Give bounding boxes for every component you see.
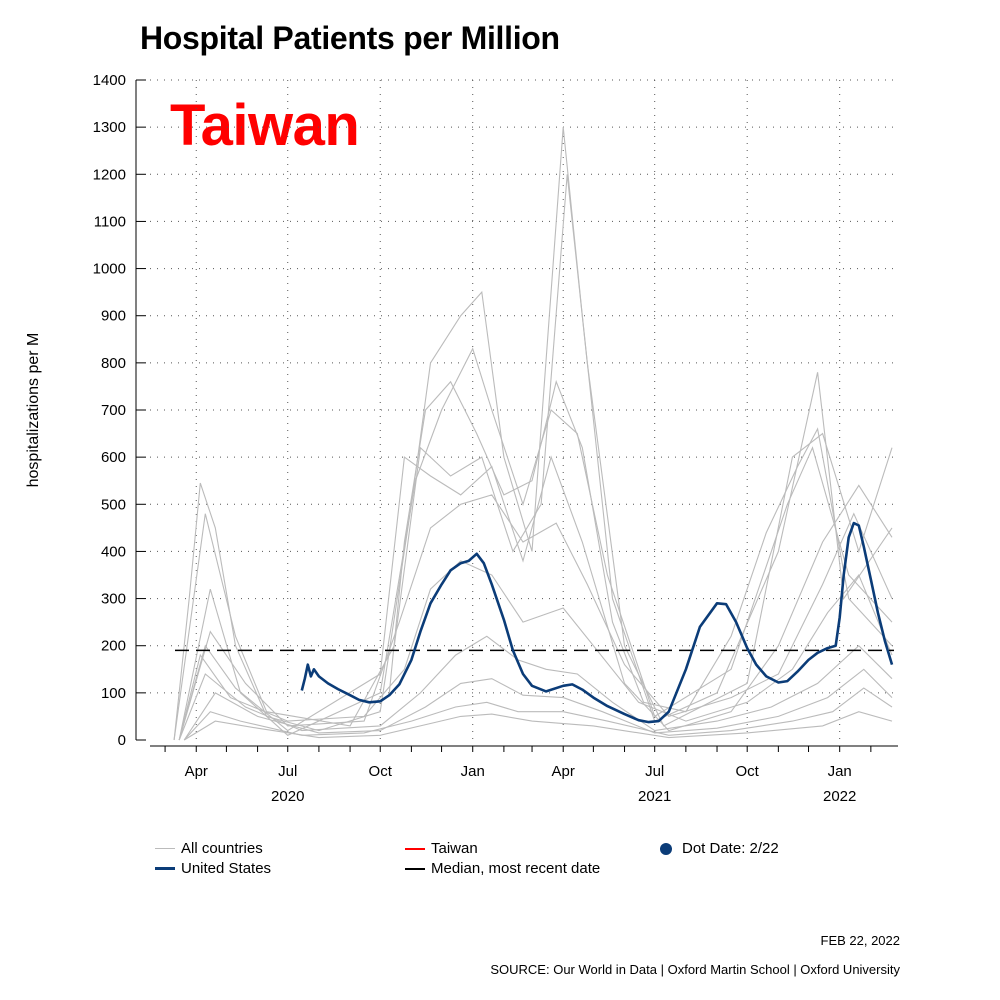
legend-swatch-grey	[155, 848, 175, 849]
all-countries-series-line	[178, 494, 893, 741]
y-tick-label: 1100	[94, 213, 126, 230]
chart-title: Hospital Patients per Million	[140, 20, 560, 56]
country-label: Taiwan	[170, 93, 360, 158]
legend-dot-icon	[660, 842, 672, 855]
all-countries-series-line	[178, 347, 893, 741]
x-tick-label: Apr	[185, 763, 208, 780]
axes: 0 100 200 300 400 500 600 700 800 900 1000 1100 1200…	[93, 72, 898, 805]
x-tick-label: Jan	[828, 763, 852, 780]
legend-dot-date: Dot Date: 2/22	[656, 840, 779, 857]
legend-united-states: United States	[155, 860, 271, 877]
x-tick-label: Jul	[645, 763, 664, 780]
y-tick-label: 1300	[93, 119, 126, 136]
all-countries-series-line	[183, 668, 893, 741]
legend-label: Dot Date: 2/22	[682, 840, 779, 857]
all-countries-series-line	[178, 560, 893, 741]
legend-label: Median, most recent date	[431, 860, 601, 877]
y-tick-label: 700	[101, 402, 126, 419]
footer-source: SOURCE: Our World in Data | Oxford Marti…	[490, 962, 900, 977]
x-year-label: 2020	[271, 788, 304, 805]
all-countries-series-line	[173, 174, 893, 741]
highlight-lines	[300, 521, 894, 724]
y-tick-label: 800	[101, 355, 126, 372]
y-tick-label: 400	[101, 543, 126, 560]
legend-swatch-taiwan	[405, 847, 425, 850]
legend-all-countries: All countries	[155, 840, 263, 857]
y-tick-label: 300	[101, 591, 126, 608]
all-countries-series-line	[183, 711, 893, 741]
y-tick-label: 100	[101, 685, 126, 702]
all-countries-series-line	[178, 455, 893, 741]
legend-label: Taiwan	[431, 840, 478, 857]
x-tick-label: Oct	[736, 763, 760, 780]
x-tick-label: Jul	[278, 763, 297, 780]
legend-label: All countries	[181, 840, 263, 857]
grid-lines	[150, 79, 898, 740]
legend-swatch-us	[155, 867, 175, 870]
y-tick-label: 1000	[93, 261, 126, 278]
x-year-label: 2021	[638, 788, 671, 805]
all-countries-series-line	[173, 127, 893, 741]
y-tick-label: 1400	[93, 72, 126, 89]
all-countries-series-line	[178, 635, 893, 741]
y-tick-label: 0	[118, 732, 126, 749]
y-tick-label: 200	[101, 638, 126, 655]
x-year-label: 2022	[823, 788, 856, 805]
legend-median: Median, most recent date	[405, 860, 600, 877]
all-countries-series-line	[183, 687, 893, 741]
y-tick-label: 900	[101, 308, 126, 325]
x-tick-label: Apr	[552, 763, 575, 780]
all-countries-series-line	[388, 379, 893, 713]
x-tick-label: Jan	[461, 763, 485, 780]
y-tick-label: 1200	[93, 166, 126, 183]
x-tick-label: Oct	[369, 763, 393, 780]
footer-date: FEB 22, 2022	[820, 933, 901, 948]
y-tick-label: 600	[101, 449, 126, 466]
legend-swatch-median	[405, 867, 425, 870]
y-tick-label: 500	[101, 496, 126, 513]
legend-taiwan: Taiwan	[405, 840, 478, 857]
legend-label: United States	[181, 860, 272, 877]
all-countries-lines	[173, 127, 893, 741]
series-line-united-states	[300, 521, 894, 724]
